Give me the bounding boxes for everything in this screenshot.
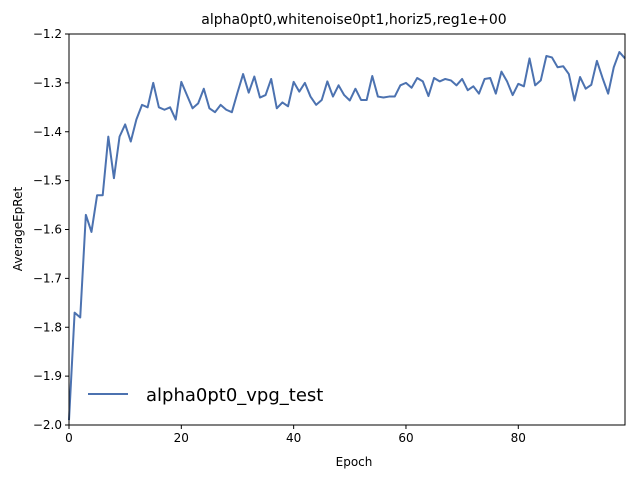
y-tick-label: −1.3 [33, 76, 62, 90]
plot-frame [68, 33, 626, 426]
y-tick-label: −1.5 [33, 174, 62, 188]
y-tick-label: −1.9 [33, 369, 62, 383]
plot-area [68, 33, 626, 426]
x-axis: 0 20 40 60 80 [65, 425, 526, 445]
x-tick-label: 80 [511, 431, 526, 445]
y-tick-label: −1.8 [33, 320, 62, 334]
y-tick-label: −1.4 [33, 125, 62, 139]
x-tick-label: 20 [174, 431, 189, 445]
y-tick-label: −1.2 [33, 27, 62, 41]
y-tick-label: −1.6 [33, 223, 62, 237]
x-tick-label: 0 [65, 431, 73, 445]
x-axis-title: Epoch [336, 455, 373, 469]
legend-label: alpha0pt0_vpg_test [146, 385, 323, 406]
y-tick-label: −1.7 [33, 271, 62, 285]
y-tick-label: −2.0 [33, 418, 62, 432]
legend: alpha0pt0_vpg_test [88, 385, 323, 406]
x-tick-label: 60 [398, 431, 413, 445]
y-axis: −2.0 −1.9 −1.8 −1.7 −1.6 −1.5 −1.4 −1.3 −1.2 [33, 27, 69, 432]
series-line-0 [68, 51, 626, 421]
chart-title: alpha0pt0,whitenoise0pt1,horiz5,reg1e+00 [201, 12, 506, 28]
y-axis-title: AverageEpRet [11, 187, 25, 272]
x-tick-label: 40 [286, 431, 301, 445]
